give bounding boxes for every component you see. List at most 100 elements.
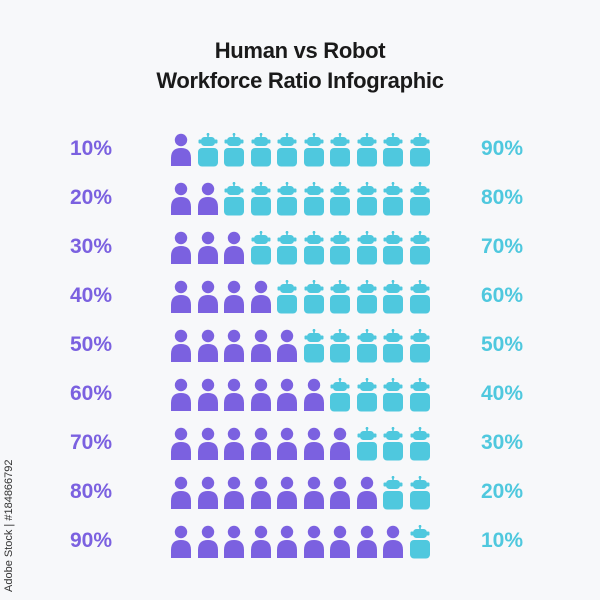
person-icon: [223, 427, 245, 461]
person-icon: [276, 378, 298, 412]
person-icon: [382, 525, 404, 559]
robot-icon: [382, 427, 404, 461]
robot-icon: [329, 182, 351, 216]
person-icon: [197, 280, 219, 314]
ratio-row: 50% 50%: [0, 326, 600, 366]
ratio-row: 40% 60%: [0, 277, 600, 317]
human-percentage: 20%: [70, 186, 113, 209]
robot-percentage: 30%: [481, 431, 524, 454]
person-icon: [223, 476, 245, 510]
icon-strip: [170, 133, 440, 167]
robot-icon: [303, 231, 325, 265]
robot-icon: [382, 378, 404, 412]
robot-icon: [197, 133, 219, 167]
robot-icon: [409, 329, 431, 363]
robot-percentage: 50%: [481, 333, 524, 356]
robot-icon: [250, 182, 272, 216]
ratio-row: 70% 30%: [0, 424, 600, 464]
robot-icon: [329, 280, 351, 314]
infographic-title: Human vs Robot Workforce Ratio Infograph…: [0, 36, 600, 96]
person-icon: [197, 427, 219, 461]
robot-icon: [276, 231, 298, 265]
robot-icon: [223, 182, 245, 216]
person-icon: [276, 476, 298, 510]
icon-strip: [170, 329, 440, 363]
robot-icon: [329, 329, 351, 363]
person-icon: [223, 231, 245, 265]
person-icon: [197, 525, 219, 559]
title-line-2: Workforce Ratio Infographic: [156, 68, 444, 93]
robot-icon: [382, 182, 404, 216]
person-icon: [197, 182, 219, 216]
ratio-row: 80% 20%: [0, 473, 600, 513]
person-icon: [197, 329, 219, 363]
ratio-row: 90% 10%: [0, 522, 600, 562]
robot-icon: [356, 231, 378, 265]
robot-icon: [329, 133, 351, 167]
person-icon: [250, 427, 272, 461]
human-percentage: 80%: [70, 480, 113, 503]
robot-percentage: 20%: [481, 480, 524, 503]
robot-percentage: 80%: [481, 186, 524, 209]
robot-icon: [356, 280, 378, 314]
robot-icon: [409, 378, 431, 412]
person-icon: [223, 378, 245, 412]
robot-icon: [250, 133, 272, 167]
robot-icon: [409, 133, 431, 167]
robot-icon: [382, 280, 404, 314]
robot-icon: [356, 378, 378, 412]
robot-icon: [276, 182, 298, 216]
robot-icon: [382, 476, 404, 510]
robot-icon: [356, 133, 378, 167]
person-icon: [303, 378, 325, 412]
robot-percentage: 40%: [481, 382, 524, 405]
icon-strip: [170, 476, 440, 510]
robot-icon: [303, 133, 325, 167]
robot-icon: [223, 133, 245, 167]
person-icon: [250, 280, 272, 314]
person-icon: [276, 427, 298, 461]
robot-icon: [409, 525, 431, 559]
person-icon: [303, 525, 325, 559]
person-icon: [250, 476, 272, 510]
robot-icon: [303, 182, 325, 216]
person-icon: [170, 280, 192, 314]
icon-strip: [170, 280, 440, 314]
person-icon: [197, 231, 219, 265]
person-icon: [197, 476, 219, 510]
human-percentage: 70%: [70, 431, 113, 454]
robot-icon: [409, 476, 431, 510]
robot-icon: [276, 133, 298, 167]
robot-percentage: 70%: [481, 235, 524, 258]
ratio-row: 10% 90%: [0, 130, 600, 170]
human-percentage: 10%: [70, 137, 113, 160]
robot-icon: [250, 231, 272, 265]
human-percentage: 40%: [70, 284, 113, 307]
person-icon: [170, 427, 192, 461]
person-icon: [329, 476, 351, 510]
person-icon: [223, 525, 245, 559]
robot-percentage: 60%: [481, 284, 524, 307]
person-icon: [223, 280, 245, 314]
person-icon: [170, 133, 192, 167]
ratio-row: 20% 80%: [0, 179, 600, 219]
robot-icon: [329, 231, 351, 265]
person-icon: [356, 476, 378, 510]
ratio-row: 30% 70%: [0, 228, 600, 268]
person-icon: [356, 525, 378, 559]
robot-percentage: 10%: [481, 529, 524, 552]
human-percentage: 50%: [70, 333, 113, 356]
icon-strip: [170, 378, 440, 412]
person-icon: [329, 525, 351, 559]
person-icon: [170, 329, 192, 363]
robot-icon: [409, 427, 431, 461]
person-icon: [170, 182, 192, 216]
robot-icon: [409, 182, 431, 216]
robot-percentage: 90%: [481, 137, 524, 160]
robot-icon: [276, 280, 298, 314]
person-icon: [303, 476, 325, 510]
person-icon: [329, 427, 351, 461]
person-icon: [250, 525, 272, 559]
human-percentage: 60%: [70, 382, 113, 405]
robot-icon: [409, 231, 431, 265]
